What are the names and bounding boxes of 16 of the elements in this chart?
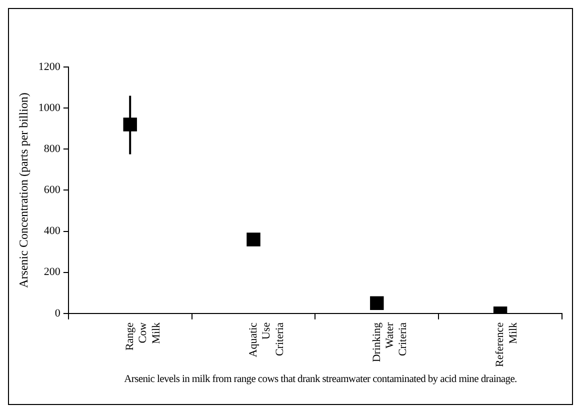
y-tick-label: 400 xyxy=(44,225,61,238)
x-tick-label: Reference Milk xyxy=(494,322,520,368)
x-tick-label: Range Cow Milk xyxy=(124,322,162,351)
y-tick-label: 1200 xyxy=(38,60,61,73)
point xyxy=(370,296,384,310)
x-tick-label: Aquatic Use Criteria xyxy=(247,322,286,358)
y-tick-label: 0 xyxy=(54,307,61,320)
y-tick-label: 200 xyxy=(44,266,61,278)
text: Arsenic levels in milk from range cows that drank streamwater contaminated by acid mine drainage. xyxy=(123,374,518,385)
y-tick-label: 600 xyxy=(44,184,61,196)
point xyxy=(246,232,260,246)
x-tick-label: Drinking Water Criteria xyxy=(370,322,410,362)
y-tick-label: 800 xyxy=(44,143,61,156)
y-tick-label: 1000 xyxy=(38,102,61,114)
y-axis-title: Arsenic Concentration (parts per billion) xyxy=(16,92,30,288)
point xyxy=(123,118,137,132)
